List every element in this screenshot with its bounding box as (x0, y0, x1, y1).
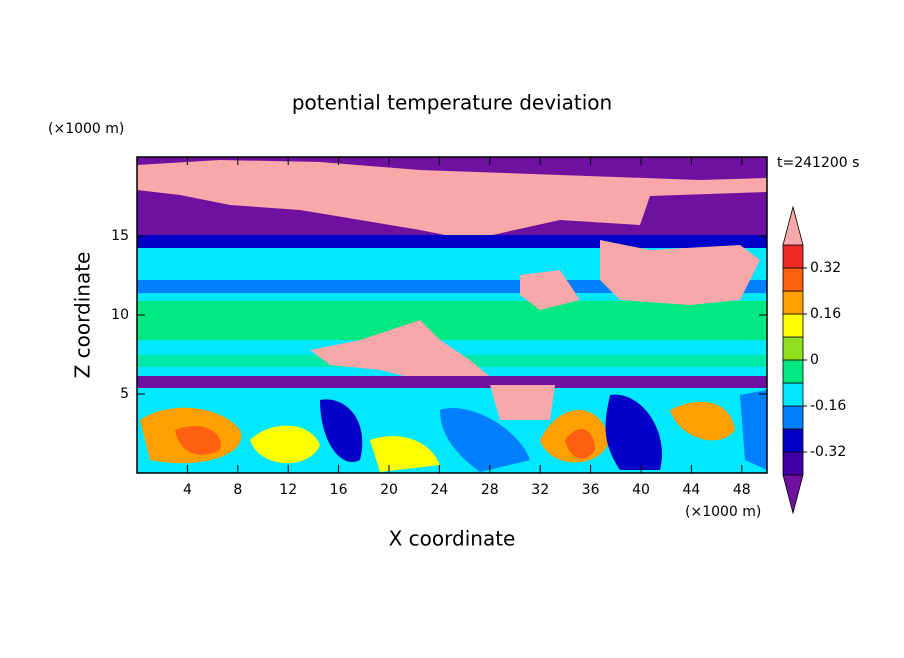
time-label: t=241200 s (777, 155, 859, 171)
colorbar-tick-label: 0 (810, 352, 819, 368)
y-tick-label: 5 (120, 386, 129, 402)
y-unit: (×1000 m) (48, 121, 124, 137)
x-unit: (×1000 m) (685, 504, 761, 520)
x-tick-label: 28 (481, 482, 499, 498)
x-tick-label: 36 (582, 482, 600, 498)
colorbar-box (782, 405, 804, 430)
y-tick-label: 10 (111, 307, 129, 323)
colorbar-box (782, 244, 804, 269)
x-tick-label: 40 (632, 482, 650, 498)
colorbar-under (782, 474, 804, 515)
colorbar-tick-label: 0.16 (810, 306, 841, 322)
x-tick-label: 20 (380, 482, 398, 498)
colorbar-over (782, 205, 804, 246)
colorbar-tick-label: -0.16 (810, 398, 846, 414)
colorbar-box (782, 267, 804, 292)
x-tick-label: 8 (233, 482, 242, 498)
x-tick-label: 12 (279, 482, 297, 498)
colorbar-tick-label: 0.32 (810, 260, 841, 276)
x-tick-label: 44 (682, 482, 700, 498)
y-tick-label: 15 (111, 228, 129, 244)
x-tick-label: 16 (330, 482, 348, 498)
x-tick-label: 32 (531, 482, 549, 498)
x-axis-label: X coordinate (389, 527, 516, 551)
colorbar-box (782, 382, 804, 407)
colorbar-box (782, 451, 804, 476)
colorbar-box (782, 359, 804, 384)
colorbar-box (782, 428, 804, 453)
x-tick-label: 4 (183, 482, 192, 498)
colorbar-box (782, 290, 804, 315)
x-tick-label: 48 (733, 482, 751, 498)
contour-field (137, 157, 767, 473)
colorbar-tick-label: -0.32 (810, 444, 846, 460)
y-axis-label: Z coordinate (71, 252, 95, 379)
x-tick-label: 24 (430, 482, 448, 498)
colorbar-box (782, 313, 804, 338)
colorbar-box (782, 336, 804, 361)
chart-title: potential temperature deviation (292, 91, 612, 115)
